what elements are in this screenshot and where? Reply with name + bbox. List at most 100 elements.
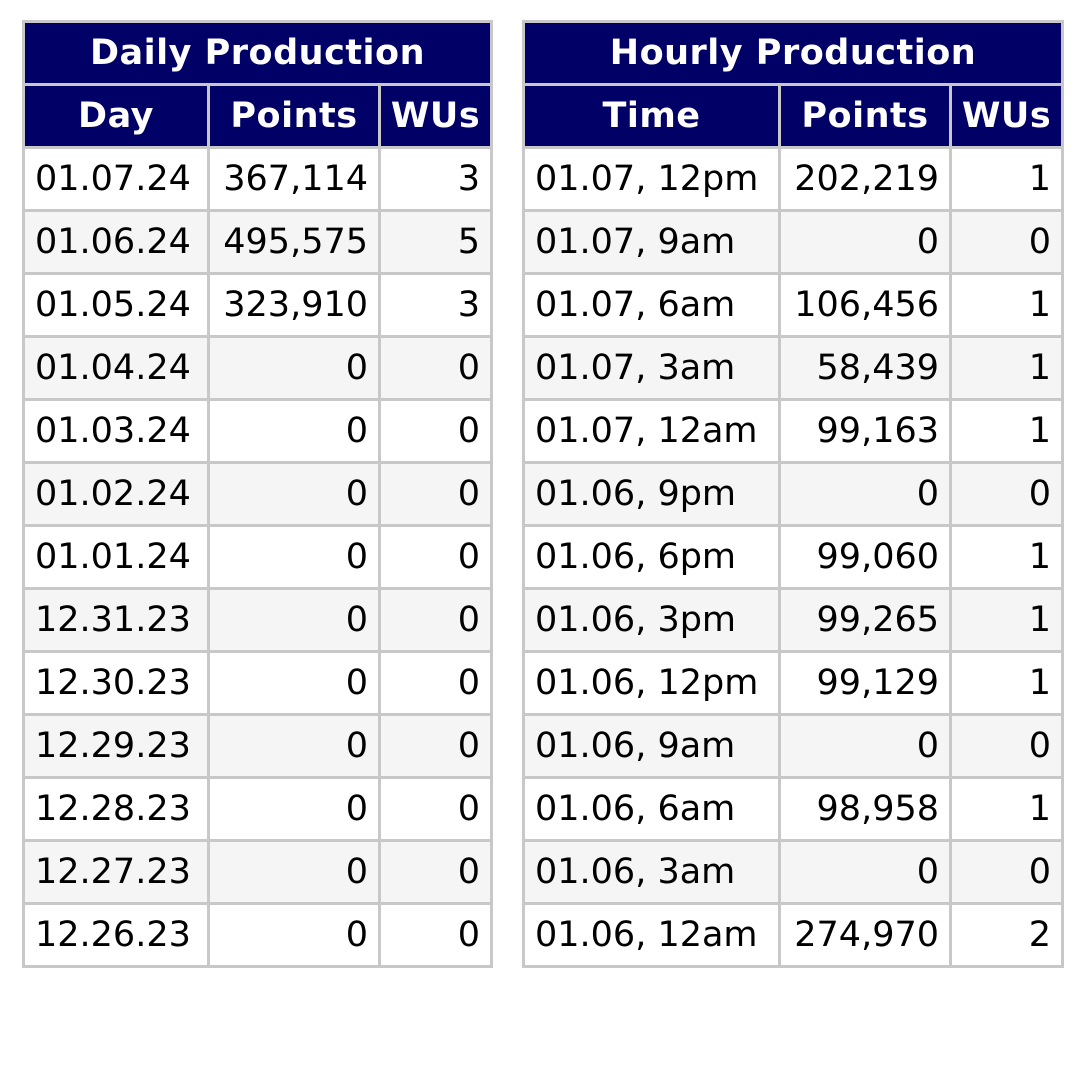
points-cell: 0 [207, 839, 381, 905]
table-row: 01.03.24 0 0 [22, 398, 493, 464]
wus-cell: 1 [949, 146, 1064, 212]
table-row: 12.28.23 0 0 [22, 776, 493, 842]
day-cell: 01.01.24 [22, 524, 210, 590]
table-row: 01.05.24 323,910 3 [22, 272, 493, 338]
daily-column-points: Points [207, 83, 381, 149]
table-row: 01.02.24 0 0 [22, 461, 493, 527]
wus-cell: 1 [949, 524, 1064, 590]
points-cell: 99,265 [778, 587, 952, 653]
wus-cell: 3 [378, 146, 493, 212]
time-cell: 01.06, 3pm [522, 587, 781, 653]
points-cell: 274,970 [778, 902, 952, 968]
table-row: 01.07, 3am 58,439 1 [522, 335, 1064, 401]
points-cell: 0 [778, 839, 952, 905]
time-cell: 01.06, 6am [522, 776, 781, 842]
points-cell: 0 [207, 524, 381, 590]
wus-cell: 3 [378, 272, 493, 338]
points-cell: 99,129 [778, 650, 952, 716]
day-cell: 01.05.24 [22, 272, 210, 338]
points-cell: 0 [207, 335, 381, 401]
wus-cell: 0 [949, 461, 1064, 527]
wus-cell: 1 [949, 398, 1064, 464]
hourly-production-table: Hourly Production Time Points WUs 01.07,… [522, 20, 1064, 968]
table-row: 12.26.23 0 0 [22, 902, 493, 968]
wus-cell: 0 [378, 398, 493, 464]
table-row: 01.06, 9am 0 0 [522, 713, 1064, 779]
points-cell: 0 [207, 713, 381, 779]
table-row: 01.06, 9pm 0 0 [522, 461, 1064, 527]
wus-cell: 1 [949, 776, 1064, 842]
time-cell: 01.07, 6am [522, 272, 781, 338]
hourly-production-title: Hourly Production [522, 20, 1064, 86]
points-cell: 0 [778, 713, 952, 779]
table-row: 01.06, 3pm 99,265 1 [522, 587, 1064, 653]
table-row: 01.07, 12am 99,163 1 [522, 398, 1064, 464]
points-cell: 495,575 [207, 209, 381, 275]
points-cell: 0 [207, 650, 381, 716]
wus-cell: 0 [378, 461, 493, 527]
time-cell: 01.06, 12pm [522, 650, 781, 716]
table-row: 01.01.24 0 0 [22, 524, 493, 590]
wus-cell: 5 [378, 209, 493, 275]
hourly-rows: 01.07, 12pm 202,219 1 01.07, 9am 0 0 01.07, 6a… [522, 146, 1064, 968]
wus-cell: 2 [949, 902, 1064, 968]
table-row: 01.07, 9am 0 0 [522, 209, 1064, 275]
table-row: 01.06, 6am 98,958 1 [522, 776, 1064, 842]
daily-column-wus: WUs [378, 83, 493, 149]
table-row: 12.27.23 0 0 [22, 839, 493, 905]
table-row: 01.06, 12pm 99,129 1 [522, 650, 1064, 716]
day-cell: 01.03.24 [22, 398, 210, 464]
hourly-column-time: Time [522, 83, 781, 149]
wus-cell: 0 [378, 335, 493, 401]
points-cell: 106,456 [778, 272, 952, 338]
day-cell: 12.27.23 [22, 839, 210, 905]
wus-cell: 1 [949, 587, 1064, 653]
day-cell: 01.06.24 [22, 209, 210, 275]
day-cell: 01.07.24 [22, 146, 210, 212]
table-row: 01.06, 6pm 99,060 1 [522, 524, 1064, 590]
daily-rows: 01.07.24 367,114 3 01.06.24 495,575 5 01.05.24… [22, 146, 493, 968]
points-cell: 0 [207, 587, 381, 653]
table-row: 12.29.23 0 0 [22, 713, 493, 779]
wus-cell: 0 [378, 524, 493, 590]
points-cell: 0 [207, 776, 381, 842]
points-cell: 58,439 [778, 335, 952, 401]
table-row: 01.06, 12am 274,970 2 [522, 902, 1064, 968]
time-cell: 01.06, 9pm [522, 461, 781, 527]
day-cell: 12.30.23 [22, 650, 210, 716]
wus-cell: 0 [378, 776, 493, 842]
points-cell: 0 [207, 902, 381, 968]
table-row: 12.30.23 0 0 [22, 650, 493, 716]
daily-production-title: Daily Production [22, 20, 493, 86]
daily-column-day: Day [22, 83, 210, 149]
table-row: 12.31.23 0 0 [22, 587, 493, 653]
points-cell: 202,219 [778, 146, 952, 212]
day-cell: 01.02.24 [22, 461, 210, 527]
points-cell: 0 [207, 398, 381, 464]
wus-cell: 1 [949, 272, 1064, 338]
wus-cell: 0 [378, 839, 493, 905]
table-row: 01.06.24 495,575 5 [22, 209, 493, 275]
wus-cell: 0 [378, 713, 493, 779]
day-cell: 01.04.24 [22, 335, 210, 401]
day-cell: 12.31.23 [22, 587, 210, 653]
day-cell: 12.26.23 [22, 902, 210, 968]
wus-cell: 0 [378, 650, 493, 716]
time-cell: 01.07, 9am [522, 209, 781, 275]
points-cell: 367,114 [207, 146, 381, 212]
points-cell: 99,163 [778, 398, 952, 464]
wus-cell: 0 [378, 587, 493, 653]
wus-cell: 1 [949, 650, 1064, 716]
time-cell: 01.06, 6pm [522, 524, 781, 590]
hourly-column-wus: WUs [949, 83, 1064, 149]
points-cell: 323,910 [207, 272, 381, 338]
time-cell: 01.06, 9am [522, 713, 781, 779]
table-row: 01.06, 3am 0 0 [522, 839, 1064, 905]
daily-production-table: Daily Production Day Points WUs 01.07.24… [22, 20, 493, 968]
wus-cell: 0 [949, 839, 1064, 905]
time-cell: 01.07, 3am [522, 335, 781, 401]
table-row: 01.07.24 367,114 3 [22, 146, 493, 212]
points-cell: 0 [778, 209, 952, 275]
points-cell: 98,958 [778, 776, 952, 842]
day-cell: 12.28.23 [22, 776, 210, 842]
